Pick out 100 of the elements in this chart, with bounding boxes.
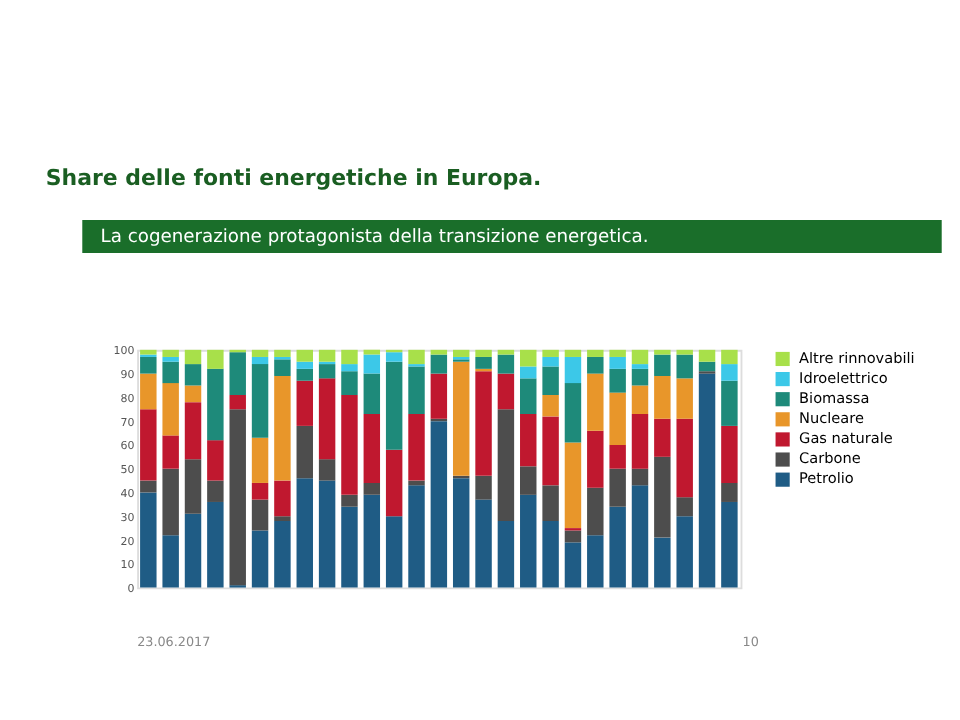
bar <box>564 349 582 357</box>
bar <box>184 459 202 514</box>
bar <box>363 354 381 374</box>
bar <box>408 485 425 588</box>
bar <box>341 494 358 507</box>
bar <box>229 352 246 395</box>
bar <box>497 520 515 588</box>
bar <box>274 520 291 588</box>
bar <box>676 349 693 355</box>
bar <box>140 409 157 481</box>
bar <box>140 356 157 374</box>
bar <box>341 371 358 395</box>
bar <box>318 459 336 481</box>
bar <box>184 349 202 365</box>
bar <box>631 414 649 469</box>
bar <box>475 349 492 357</box>
bar <box>520 378 537 415</box>
bar <box>207 480 224 502</box>
bar <box>251 356 269 365</box>
bar <box>296 368 313 381</box>
bar <box>452 361 470 476</box>
bar <box>587 373 604 431</box>
legend-label: Nucleare <box>799 408 865 427</box>
chart-title: Share delle fonti energetiche in Europa. <box>45 165 542 192</box>
bar <box>654 456 671 538</box>
bar <box>609 349 626 357</box>
bar <box>564 442 582 529</box>
bar <box>609 368 626 393</box>
bar <box>564 542 582 588</box>
bar <box>162 349 179 357</box>
bar <box>654 354 671 376</box>
bar <box>654 349 671 355</box>
bar <box>162 361 179 384</box>
bar <box>475 499 492 588</box>
bar <box>296 349 313 362</box>
legend-label: Biomassa <box>799 388 870 407</box>
bar <box>497 349 515 355</box>
bar <box>430 421 448 588</box>
bar <box>698 349 716 362</box>
bar <box>520 494 537 588</box>
bar <box>475 475 492 500</box>
text: La cogenerazione protagonista della transizione energetica. <box>100 227 649 248</box>
bar <box>609 468 626 507</box>
bar <box>520 349 537 367</box>
bar <box>587 430 604 488</box>
bar <box>140 480 157 493</box>
bar <box>631 468 649 486</box>
bar <box>207 349 224 369</box>
bar <box>363 414 381 483</box>
bar <box>564 530 582 543</box>
bar <box>318 378 336 460</box>
bar <box>251 499 269 531</box>
bar <box>542 394 559 417</box>
bar <box>609 356 626 369</box>
bar <box>408 366 425 415</box>
bar <box>184 385 202 403</box>
bar <box>385 516 403 588</box>
bar <box>162 535 179 588</box>
bar <box>341 506 358 588</box>
bar <box>654 375 671 419</box>
legend-label: Altre rinnovabili <box>799 348 915 367</box>
bar <box>721 425 738 483</box>
bar <box>520 366 537 379</box>
legend-label: Gas naturale <box>799 429 894 448</box>
bar <box>676 497 693 517</box>
legend-label: Idroelettrico <box>799 368 889 387</box>
bar <box>609 444 626 469</box>
bar <box>363 373 381 415</box>
bar <box>251 437 269 483</box>
bar <box>408 349 425 365</box>
bar <box>676 378 693 419</box>
bar <box>251 349 269 357</box>
bar <box>430 349 448 355</box>
bar <box>140 373 157 410</box>
bar <box>564 383 582 443</box>
bar <box>587 349 604 357</box>
bar <box>497 354 515 374</box>
bar <box>229 394 246 410</box>
bar <box>676 418 693 498</box>
bar <box>341 349 358 365</box>
bar <box>296 425 313 479</box>
bar <box>385 449 403 517</box>
bar <box>162 435 179 469</box>
bar <box>408 414 425 481</box>
bar <box>318 480 336 588</box>
bar <box>587 487 604 536</box>
bar <box>698 373 716 588</box>
bar <box>162 468 179 536</box>
bar <box>542 349 559 357</box>
bar <box>631 485 649 588</box>
bar <box>385 361 403 450</box>
bar <box>274 359 291 376</box>
bar <box>497 409 515 521</box>
bar <box>251 482 269 500</box>
bar <box>140 349 157 355</box>
bar <box>296 361 313 369</box>
bar <box>676 516 693 588</box>
bar <box>341 394 358 495</box>
bar <box>721 349 738 365</box>
bar <box>452 478 470 588</box>
